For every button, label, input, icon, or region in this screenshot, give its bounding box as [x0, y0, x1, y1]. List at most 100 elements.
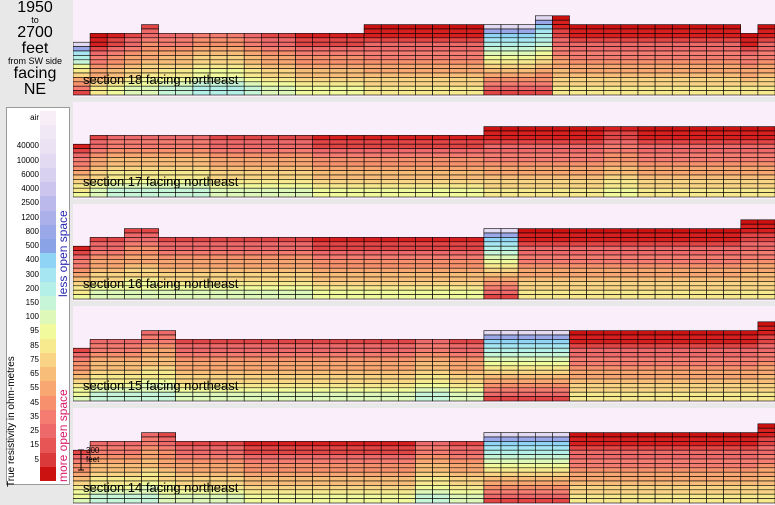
resistivity-cell: [243, 148, 262, 154]
resistivity-cell: [689, 41, 707, 47]
resistivity-cell: [517, 41, 536, 47]
resistivity-cell: [312, 445, 331, 451]
resistivity-cell: [226, 339, 245, 345]
resistivity-cell: [466, 28, 485, 34]
resistivity-cell: [500, 391, 519, 397]
resistivity-cell: [295, 272, 314, 278]
resistivity-cell: [89, 148, 108, 154]
resistivity-cell: [141, 498, 159, 504]
resistivity-cell: [500, 343, 519, 349]
resistivity-cell: [312, 374, 331, 380]
resistivity-cell: [483, 250, 502, 256]
resistivity-cell: [603, 28, 622, 34]
resistivity-cell: [329, 139, 348, 145]
resistivity-cell: [757, 467, 775, 473]
resistivity-cell: [586, 187, 605, 193]
resistivity-cell: [89, 152, 108, 158]
resistivity-cell: [346, 281, 365, 287]
resistivity-cell: [312, 378, 331, 384]
resistivity-cell: [483, 485, 502, 491]
resistivity-cell: [671, 330, 690, 336]
resistivity-cell: [346, 441, 365, 447]
legend-level-label: 200: [25, 283, 39, 293]
resistivity-cell: [500, 187, 519, 193]
resistivity-cell: [175, 458, 194, 464]
resistivity-cell: [243, 458, 262, 464]
resistivity-cell: [534, 498, 553, 504]
resistivity-cell: [124, 232, 142, 238]
resistivity-cell: [432, 294, 451, 300]
resistivity-cell: [569, 289, 587, 295]
resistivity-cell: [261, 365, 279, 371]
resistivity-cell: [261, 396, 279, 402]
resistivity-cell: [706, 391, 724, 397]
resistivity-cell: [689, 445, 707, 451]
resistivity-cell: [671, 33, 690, 39]
resistivity-cell: [226, 50, 245, 56]
resistivity-cell: [192, 152, 211, 158]
resistivity-cell: [363, 263, 382, 269]
resistivity-cell: [295, 77, 314, 83]
resistivity-cell: [312, 276, 331, 282]
resistivity-cell: [432, 63, 451, 69]
resistivity-cell: [740, 476, 759, 482]
resistivity-cell: [397, 24, 416, 30]
resistivity-cell: [363, 391, 382, 397]
resistivity-cell: [278, 139, 296, 145]
resistivity-cell: [243, 383, 262, 389]
resistivity-cell: [141, 352, 159, 358]
resistivity-cell: [637, 126, 656, 132]
resistivity-cell: [346, 294, 365, 300]
resistivity-cell: [586, 267, 605, 273]
resistivity-cell: [278, 263, 296, 269]
resistivity-cell: [192, 90, 211, 96]
resistivity-cell: [466, 267, 485, 273]
resistivity-cell: [483, 374, 502, 380]
resistivity-cell: [363, 378, 382, 384]
resistivity-cell: [706, 152, 724, 158]
resistivity-cell: [415, 480, 433, 486]
resistivity-cell: [415, 458, 433, 464]
resistivity-cell: [449, 152, 468, 158]
resistivity-cell: [706, 55, 724, 61]
resistivity-cell: [192, 148, 211, 154]
resistivity-cell: [671, 250, 690, 256]
resistivity-cell: [415, 281, 433, 287]
resistivity-cell: [89, 41, 108, 47]
resistivity-cell: [295, 50, 314, 56]
resistivity-cell: [124, 254, 142, 260]
resistivity-cell: [397, 267, 416, 273]
resistivity-cell: [175, 237, 194, 243]
resistivity-cell: [415, 81, 433, 87]
resistivity-cell: [73, 365, 91, 371]
resistivity-cell: [757, 68, 775, 74]
resistivity-cell: [329, 347, 348, 353]
resistivity-cell: [312, 467, 331, 473]
resistivity-cell: [620, 441, 639, 447]
resistivity-cell: [226, 445, 245, 451]
resistivity-cell: [689, 356, 707, 362]
resistivity-cell: [569, 126, 587, 132]
resistivity-cell: [706, 387, 724, 393]
resistivity-cell: [534, 165, 553, 171]
resistivity-cell: [740, 148, 759, 154]
resistivity-cell: [534, 281, 553, 287]
resistivity-cell: [586, 174, 605, 180]
resistivity-cell: [723, 139, 741, 145]
resistivity-cell: [329, 454, 348, 460]
resistivity-cell: [706, 383, 724, 389]
resistivity-cell: [261, 90, 279, 96]
resistivity-cell: [757, 245, 775, 251]
resistivity-cell: [586, 183, 605, 189]
resistivity-cell: [175, 356, 194, 362]
resistivity-cell: [432, 59, 451, 65]
resistivity-cell: [261, 139, 279, 145]
resistivity-cell: [141, 441, 159, 447]
resistivity-cell: [278, 285, 296, 291]
resistivity-cell: [106, 41, 125, 47]
section-label: section 14 facing northeast: [83, 480, 239, 495]
resistivity-cell: [706, 352, 724, 358]
resistivity-cell: [654, 361, 673, 367]
resistivity-cell: [483, 334, 502, 340]
resistivity-cell: [671, 139, 690, 145]
